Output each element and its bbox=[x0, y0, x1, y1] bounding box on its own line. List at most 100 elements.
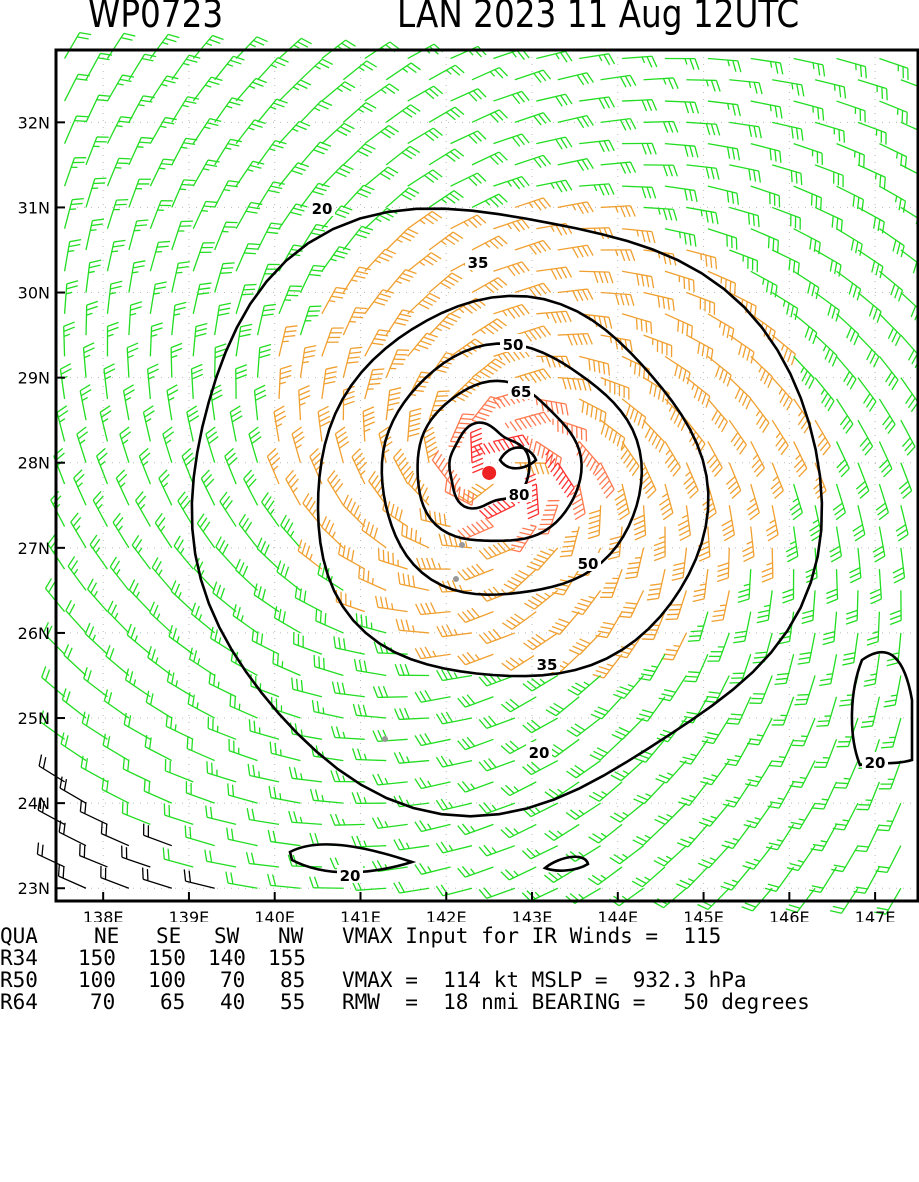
wind-barb bbox=[129, 179, 151, 207]
wind-barb bbox=[729, 420, 746, 454]
wind-barb bbox=[601, 162, 636, 174]
wind-barb bbox=[661, 633, 686, 660]
wind-barb bbox=[186, 781, 214, 803]
wind-barb bbox=[172, 97, 199, 123]
wind-barb bbox=[686, 293, 714, 315]
wind-barb bbox=[792, 718, 815, 746]
wind-barb bbox=[298, 540, 322, 570]
wind-barb bbox=[352, 836, 386, 847]
wind-barb bbox=[332, 726, 365, 739]
wind-barb bbox=[279, 286, 302, 314]
wind-barb bbox=[579, 356, 609, 375]
wind-barb bbox=[837, 441, 850, 476]
wind-barb bbox=[601, 293, 634, 306]
lon-label: 147E bbox=[855, 908, 896, 922]
wind-barb bbox=[258, 304, 276, 335]
wind-barb bbox=[148, 646, 172, 675]
wind-barb bbox=[300, 142, 331, 165]
lat-label: 26N bbox=[18, 624, 50, 643]
wind-barb bbox=[247, 852, 280, 867]
island-marker bbox=[459, 542, 465, 548]
wind-barb bbox=[588, 505, 601, 538]
wind-barb bbox=[86, 95, 110, 122]
wind-barb bbox=[708, 101, 740, 116]
wind-barb bbox=[901, 420, 915, 455]
wind-barb bbox=[124, 385, 135, 420]
wind-barb bbox=[373, 686, 407, 697]
wind-barb bbox=[215, 222, 238, 250]
wind-barb bbox=[373, 774, 408, 785]
wind-barb bbox=[395, 664, 429, 675]
contour-label: 50 bbox=[503, 336, 524, 354]
wind-barb bbox=[394, 882, 429, 893]
wind-barb bbox=[786, 527, 798, 562]
wind-barb bbox=[751, 59, 783, 75]
wind-barb bbox=[472, 397, 502, 424]
cell-value: 55 bbox=[280, 990, 305, 1014]
wind-barb bbox=[635, 739, 665, 762]
wind-barb bbox=[316, 609, 343, 633]
wind-barb bbox=[458, 781, 494, 792]
wind-barb bbox=[236, 161, 264, 186]
wind-barb bbox=[536, 180, 571, 192]
wind-barb bbox=[416, 602, 451, 614]
wind-barb bbox=[65, 74, 90, 101]
wind-barb bbox=[870, 569, 881, 604]
wind-barb bbox=[501, 867, 536, 880]
wind-barb bbox=[479, 541, 515, 559]
wind-barb bbox=[335, 427, 349, 463]
wind-barb bbox=[113, 513, 129, 548]
wind-barb bbox=[579, 54, 614, 65]
wind-barb bbox=[451, 173, 486, 186]
wind-barb bbox=[471, 428, 484, 472]
wind-barb bbox=[879, 59, 908, 80]
wind-barb bbox=[429, 391, 450, 420]
wind-barb bbox=[130, 580, 151, 612]
wind-barb bbox=[216, 537, 236, 569]
wind-barb bbox=[106, 645, 129, 675]
wind-barb bbox=[458, 824, 494, 835]
wind-barb bbox=[558, 116, 594, 128]
wind-barb bbox=[322, 123, 355, 143]
wind-barb bbox=[633, 824, 665, 845]
wind-barb bbox=[184, 869, 214, 888]
wind-barb bbox=[123, 757, 150, 782]
wind-barb bbox=[84, 667, 108, 696]
wind-barb bbox=[107, 281, 122, 314]
wind-barb bbox=[104, 364, 115, 399]
wind-barb bbox=[311, 789, 344, 803]
wind-barb bbox=[236, 244, 260, 271]
wind-speed-contours bbox=[192, 209, 912, 873]
wind-barb bbox=[365, 369, 384, 399]
wind-barb bbox=[472, 319, 507, 335]
wind-barb bbox=[386, 350, 409, 378]
wind-barb bbox=[610, 846, 644, 864]
wind-barb bbox=[294, 632, 322, 654]
wind-barb bbox=[527, 548, 558, 570]
wind-barb bbox=[429, 273, 462, 292]
wind-barb bbox=[230, 406, 242, 441]
wind-barb bbox=[568, 675, 601, 695]
wind-barb bbox=[82, 712, 107, 740]
wind-barb bbox=[437, 625, 472, 637]
wind-barb bbox=[123, 802, 151, 825]
wind-barb bbox=[472, 68, 508, 80]
wind-barb bbox=[394, 796, 429, 807]
wind-barb bbox=[343, 103, 376, 123]
wind-barb bbox=[479, 888, 515, 899]
wind-barb bbox=[365, 290, 394, 314]
wind-barb bbox=[86, 178, 106, 207]
wind-barb bbox=[729, 335, 754, 363]
wind-barb bbox=[523, 633, 557, 650]
wind-barb bbox=[558, 202, 593, 214]
wind-barb bbox=[107, 322, 118, 356]
wind-barb bbox=[353, 748, 387, 760]
wind-barb bbox=[415, 778, 451, 789]
wind-barb bbox=[51, 491, 65, 526]
wind-barb bbox=[536, 267, 571, 279]
wind-barb bbox=[65, 116, 89, 144]
wind-barb bbox=[762, 548, 773, 582]
cell-value: 70 bbox=[90, 990, 115, 1014]
wind-barb bbox=[155, 513, 171, 547]
wind-barb bbox=[193, 201, 217, 228]
